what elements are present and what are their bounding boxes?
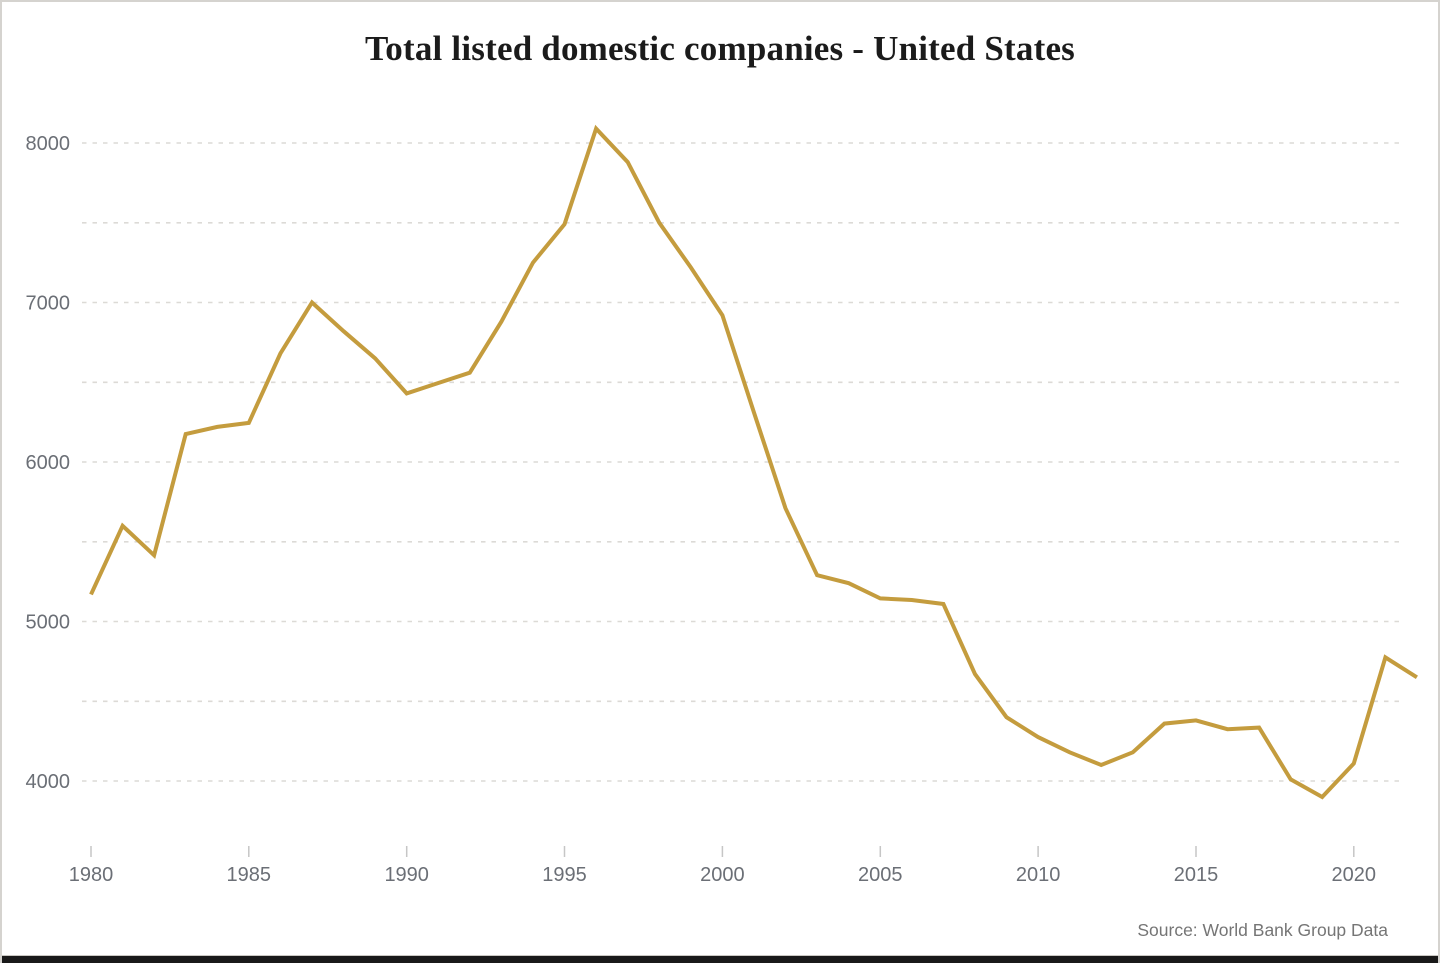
- x-axis-label: 2020: [1332, 864, 1377, 886]
- data-line: [89, 124, 1418, 800]
- y-axis-label: 8000: [26, 133, 71, 155]
- x-axis-label: 2010: [1016, 864, 1061, 886]
- source-label: Source: World Bank Group Data: [1137, 920, 1388, 940]
- x-axis-label: 2015: [1174, 864, 1219, 886]
- x-axis-label: 1990: [384, 864, 429, 886]
- y-axis-label: 5000: [26, 612, 71, 634]
- x-axis-label: 1980: [69, 864, 114, 886]
- y-axis-label: 7000: [26, 293, 71, 315]
- x-axis-label: 1995: [542, 864, 587, 886]
- y-axis-label: 6000: [26, 452, 71, 474]
- page-title: Total listed domestic companies - United…: [364, 29, 1076, 68]
- x-axis-label: 2000: [700, 864, 745, 886]
- x-axis-label: 2005: [858, 864, 903, 886]
- bottom-bar: [2, 956, 1438, 963]
- x-axis-label: 1985: [227, 864, 272, 886]
- y-axis-label: 4000: [26, 771, 71, 793]
- bottom-divider: [2, 955, 1438, 957]
